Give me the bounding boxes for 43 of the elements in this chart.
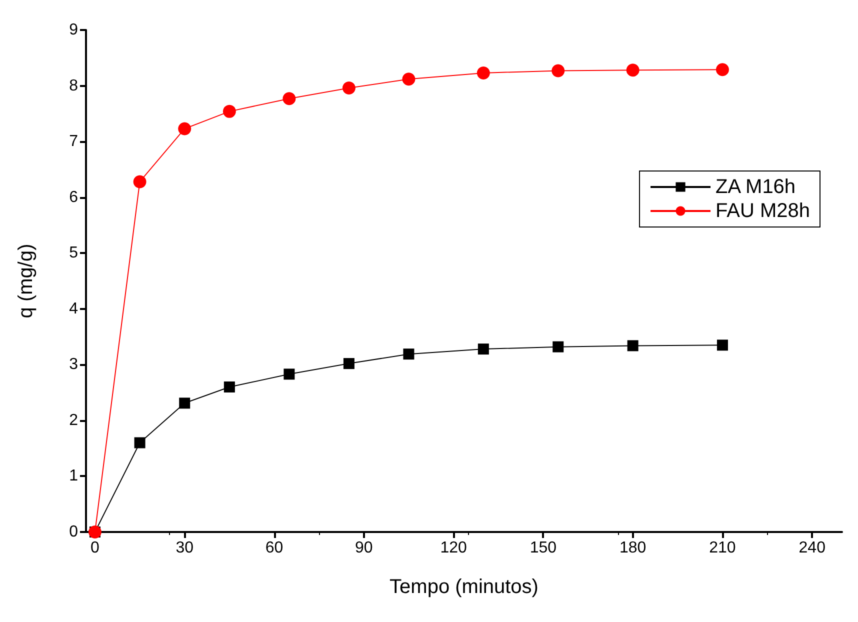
point (178, 122, 192, 136)
y-tick-label: 0 (69, 524, 78, 540)
point (478, 344, 489, 355)
point (224, 381, 235, 392)
point (402, 72, 416, 86)
point (716, 340, 728, 351)
x-tick-label: 30 (176, 540, 194, 556)
point (626, 64, 640, 77)
y-tick-label: 2 (69, 412, 78, 429)
legend-label: FAU M28h (716, 200, 810, 222)
x-tick-label: 210 (709, 540, 736, 556)
point (552, 341, 564, 352)
point (284, 368, 295, 380)
point (179, 398, 190, 409)
x-tick-label: 60 (265, 540, 284, 556)
point (476, 66, 490, 80)
x-tick-label: 180 (619, 540, 646, 556)
point (282, 92, 296, 106)
point (133, 175, 146, 188)
y-tick-label: 6 (69, 188, 78, 206)
y-tick-label: 8 (69, 77, 78, 94)
x-tick-label: 150 (530, 540, 557, 556)
point (716, 63, 729, 76)
point (627, 340, 638, 352)
point (222, 104, 236, 118)
y-tick-label: 7 (69, 133, 78, 150)
x-tick-label: 90 (355, 540, 373, 556)
point (403, 348, 414, 360)
point (552, 64, 565, 78)
point (342, 82, 356, 95)
x-tick-label: 0 (90, 540, 100, 556)
legend-label: ZA M16h (716, 176, 796, 198)
x-axis-title: Tempo (minutos) (390, 576, 538, 598)
y-tick-label: 3 (69, 356, 78, 374)
point (343, 358, 354, 370)
y-tick-label: 1 (69, 468, 78, 485)
point (134, 437, 146, 448)
y-axis-title: q (mg/g) (15, 244, 37, 318)
x-tick-label: 120 (440, 540, 467, 556)
y-tick-label: 5 (69, 244, 78, 262)
x-tick-label: 240 (798, 540, 826, 556)
y-tick-label: 4 (69, 300, 78, 318)
y-tick-label: 9 (69, 22, 78, 38)
